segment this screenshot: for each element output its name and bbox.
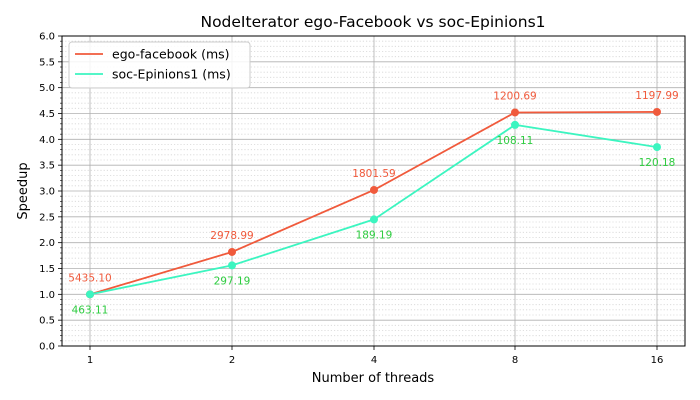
- data-label: 1197.99: [635, 90, 678, 102]
- legend: ego-facebook (ms) soc-Epinions1 (ms): [68, 41, 251, 89]
- x-tick-label: 16: [651, 355, 664, 366]
- y-axis: 0.0 0.5 1.0 1.5 2.0 2.5 3.0 3.5 4.0 4.5 5.0 5.5 6.0: [39, 32, 62, 353]
- series-layer: 5435.10 2978.99 1801.59 1200.69 1197.99 463.1…: [68, 90, 678, 316]
- x-axis: 1 2 4 8 16: [87, 346, 664, 366]
- y-tick-label: 5.5: [39, 57, 55, 68]
- data-point: [370, 185, 378, 194]
- data-label: 1801.59: [352, 168, 395, 180]
- data-point: [228, 261, 236, 270]
- legend-label: ego-facebook (ms): [112, 47, 230, 62]
- y-tick-label: 0.0: [39, 342, 55, 353]
- data-point: [653, 107, 661, 116]
- y-tick-label: 2.0: [39, 238, 55, 249]
- y-tick-label: 1.5: [39, 264, 55, 275]
- y-tick-label: 5.0: [39, 83, 55, 94]
- legend-box: [68, 41, 251, 89]
- y-tick-label: 4.5: [39, 109, 55, 120]
- data-point: [86, 290, 94, 299]
- data-label: 463.11: [72, 304, 109, 316]
- y-tick-label: 6.0: [39, 32, 55, 43]
- data-point: [370, 215, 378, 224]
- y-tick-label: 1.0: [39, 290, 55, 301]
- x-tick-label: 2: [229, 355, 235, 366]
- data-point: [653, 143, 661, 152]
- y-tick-label: 3.0: [39, 187, 55, 198]
- data-label: 120.18: [639, 157, 676, 169]
- y-axis-label: Speedup: [16, 162, 31, 219]
- data-label: 2978.99: [210, 230, 253, 242]
- y-tick-label: 3.5: [39, 161, 55, 172]
- chart-title: NodeIterator ego-Facebook vs soc-Epinion…: [200, 13, 545, 31]
- y-tick-label: 4.0: [39, 135, 55, 146]
- series-1: 5435.10 2978.99 1801.59 1200.69 1197.99: [68, 90, 679, 299]
- data-label: 297.19: [214, 275, 251, 287]
- x-tick-label: 1: [87, 355, 93, 366]
- data-label: 1200.69: [493, 90, 536, 102]
- data-label: 189.19: [356, 229, 393, 241]
- y-tick-label: 2.5: [39, 212, 55, 223]
- legend-label: soc-Epinions1 (ms): [112, 67, 231, 82]
- x-tick-label: 8: [512, 355, 518, 366]
- data-point: [511, 108, 519, 117]
- data-label: 5435.10: [68, 272, 111, 284]
- series-2: 463.11 297.19 189.19 108.11 120.18: [72, 120, 676, 316]
- x-axis-label: Number of threads: [312, 371, 435, 386]
- x-tick-label: 4: [371, 355, 377, 366]
- data-point: [511, 120, 519, 129]
- data-label: 108.11: [497, 135, 534, 147]
- y-tick-label: 0.5: [39, 316, 55, 327]
- minor-grid: [62, 40, 685, 342]
- data-point: [228, 247, 236, 256]
